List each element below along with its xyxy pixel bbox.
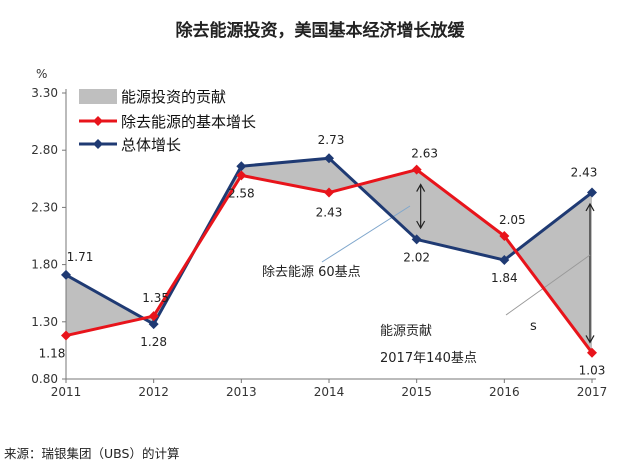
data-label-red-2011: 1.18: [39, 347, 66, 361]
point-blue-2016: [499, 255, 510, 266]
y-axis-label: %: [36, 67, 47, 81]
data-label-blue-2017: 2.43: [571, 166, 598, 180]
y-tick-label: 0.80: [31, 372, 58, 386]
data-label-red-2014: 2.43: [316, 206, 343, 220]
x-tick-label: 2013: [226, 385, 257, 399]
data-label-blue-2016: 1.84: [491, 271, 518, 285]
energy-contribution-fill: [66, 158, 592, 353]
point-blue-2015: [411, 234, 422, 245]
data-labels: 1.18 1.35 2.58 2.43 2.63 2.05 1.03 1.71 1.28 2.73…: [39, 133, 606, 377]
point-red-2017: [587, 347, 597, 358]
legend-swatch-area: [79, 89, 117, 104]
annotation-2017-bps: 2017年140基点: [380, 351, 477, 366]
gap-arrow-2015-head-bottom: [416, 220, 426, 230]
x-tick-label: 2015: [401, 385, 432, 399]
data-label-red-2012: 1.35: [142, 291, 169, 305]
point-blue-2014: [324, 153, 334, 164]
point-red-2015: [411, 164, 422, 175]
legend: 能源投资的贡献 除去能源的基本增长 总体增长: [79, 88, 256, 154]
y-tick-label: 3.30: [31, 86, 58, 100]
legend-label-red: 除去能源的基本增长: [121, 113, 256, 131]
energy-contribution-area: [66, 158, 592, 353]
leader-line-2015: [321, 205, 411, 263]
y-tick-label: 1.80: [31, 258, 58, 272]
axes: 0.80 1.30 1.80 2.30 2.80 3.30 2011 2012 2013 2014…: [31, 86, 607, 399]
data-label-red-2013: 2.58: [228, 186, 255, 200]
legend-marker-red: [93, 116, 103, 126]
x-tick-label: 2016: [489, 385, 520, 399]
y-tick-label: 1.30: [31, 315, 58, 329]
point-red-2013: [236, 170, 247, 181]
annotation-s-mark: s: [530, 319, 537, 334]
data-label-blue-2014: 2.73: [318, 133, 345, 147]
x-tick-label: 2014: [314, 385, 345, 399]
data-label-blue-2012: 1.28: [140, 335, 167, 349]
x-tick-label: 2017: [577, 385, 608, 399]
y-tick-label: 2.30: [31, 200, 58, 214]
annotation-gap-2015: 除去能源 60基点: [262, 265, 361, 280]
source-note: 来源：瑞银集团（UBS）的计算: [4, 446, 179, 461]
legend-marker-blue: [93, 139, 103, 149]
series-lines: [61, 153, 597, 358]
x-tick-label: 2011: [51, 385, 82, 399]
point-blue-2011: [61, 269, 71, 280]
legend-label-area: 能源投资的贡献: [121, 88, 226, 106]
x-tick-label: 2012: [138, 385, 169, 399]
point-blue-2017: [587, 187, 597, 198]
point-blue-2013: [236, 161, 247, 172]
annotation-energy-contribution: 能源贡献: [380, 324, 432, 339]
legend-label-blue: 总体增长: [121, 136, 181, 154]
point-red-2012: [148, 311, 159, 322]
chart-title: 除去能源投资，美国基本经济增长放缓: [176, 20, 466, 41]
point-red-2011: [61, 330, 71, 341]
gap-arrow-2015-head-top: [416, 183, 426, 192]
point-red-2014: [324, 187, 334, 198]
gap-arrow-2017-head-top: [585, 202, 595, 212]
y-tick-label: 2.80: [31, 143, 58, 157]
data-label-red-2017: 1.03: [579, 364, 606, 378]
data-label-blue-2015: 2.02: [403, 250, 430, 264]
data-label-red-2016: 2.05: [499, 213, 526, 227]
leader-line-2017: [505, 254, 591, 316]
gap-arrow-2017-head-bottom: [585, 335, 595, 344]
point-blue-2012: [148, 319, 159, 330]
data-label-blue-2011: 1.71: [67, 250, 94, 264]
annotation-lines: [321, 183, 595, 344]
point-red-2016: [499, 231, 510, 241]
data-label-red-2015: 2.63: [411, 147, 438, 161]
